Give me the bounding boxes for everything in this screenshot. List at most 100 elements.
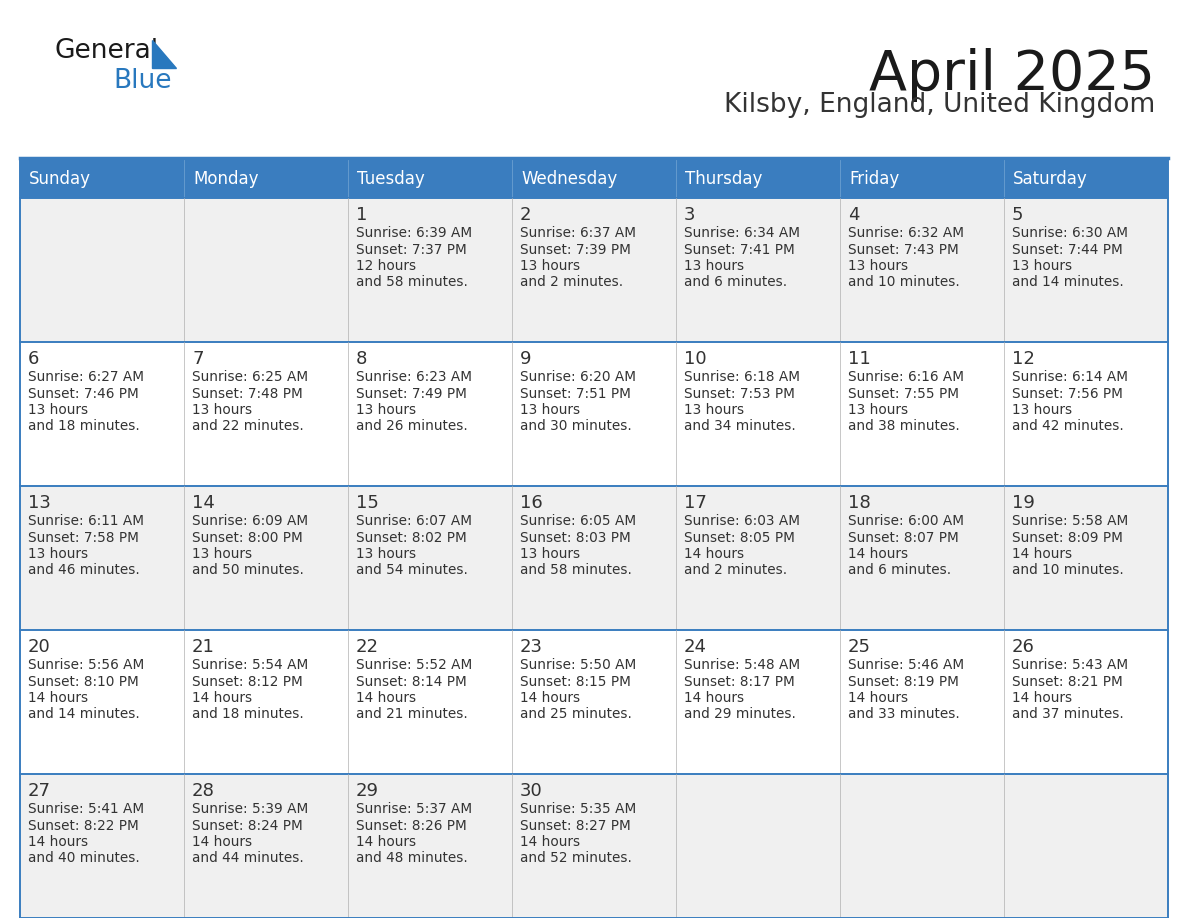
- Text: 6: 6: [29, 350, 39, 368]
- Text: Sunset: 8:15 PM: Sunset: 8:15 PM: [520, 675, 631, 688]
- Text: Sunrise: 5:58 AM: Sunrise: 5:58 AM: [1012, 514, 1129, 528]
- Text: 14 hours: 14 hours: [848, 547, 908, 561]
- Text: Sunrise: 5:56 AM: Sunrise: 5:56 AM: [29, 658, 144, 672]
- Text: 26: 26: [1012, 638, 1035, 656]
- Text: Sunrise: 6:00 AM: Sunrise: 6:00 AM: [848, 514, 963, 528]
- Bar: [20, 630, 1168, 774]
- Bar: [1004, 160, 1168, 198]
- Text: Sunrise: 6:37 AM: Sunrise: 6:37 AM: [520, 226, 636, 240]
- Text: and 58 minutes.: and 58 minutes.: [356, 275, 468, 289]
- Text: and 25 minutes.: and 25 minutes.: [520, 708, 632, 722]
- Text: Sunset: 8:02 PM: Sunset: 8:02 PM: [356, 531, 467, 544]
- Text: Sunrise: 5:48 AM: Sunrise: 5:48 AM: [684, 658, 801, 672]
- Text: Sunrise: 6:20 AM: Sunrise: 6:20 AM: [520, 370, 636, 384]
- Text: 15: 15: [356, 494, 379, 512]
- Text: Sunrise: 5:37 AM: Sunrise: 5:37 AM: [356, 802, 472, 816]
- Text: and 37 minutes.: and 37 minutes.: [1012, 708, 1124, 722]
- Text: 29: 29: [356, 782, 379, 800]
- Text: 12 hours: 12 hours: [356, 259, 416, 273]
- Text: and 2 minutes.: and 2 minutes.: [520, 275, 624, 289]
- Text: Sunset: 8:17 PM: Sunset: 8:17 PM: [684, 675, 795, 688]
- Text: 13 hours: 13 hours: [1012, 259, 1072, 273]
- Text: and 26 minutes.: and 26 minutes.: [356, 420, 468, 433]
- Text: Sunday: Sunday: [29, 170, 91, 188]
- Text: and 52 minutes.: and 52 minutes.: [520, 852, 632, 866]
- Text: 14 hours: 14 hours: [356, 835, 416, 849]
- Text: 27: 27: [29, 782, 51, 800]
- Text: Sunrise: 6:03 AM: Sunrise: 6:03 AM: [684, 514, 800, 528]
- Text: Sunset: 7:51 PM: Sunset: 7:51 PM: [520, 386, 631, 400]
- Text: 14 hours: 14 hours: [29, 835, 88, 849]
- Text: 14 hours: 14 hours: [1012, 691, 1072, 705]
- Text: and 48 minutes.: and 48 minutes.: [356, 852, 468, 866]
- Text: 30: 30: [520, 782, 543, 800]
- Text: and 6 minutes.: and 6 minutes.: [848, 564, 952, 577]
- Text: 3: 3: [684, 206, 695, 224]
- Text: and 10 minutes.: and 10 minutes.: [1012, 564, 1124, 577]
- Text: Thursday: Thursday: [685, 170, 763, 188]
- Text: 14 hours: 14 hours: [520, 835, 580, 849]
- Text: Sunset: 8:19 PM: Sunset: 8:19 PM: [848, 675, 959, 688]
- Text: Sunrise: 6:30 AM: Sunrise: 6:30 AM: [1012, 226, 1127, 240]
- Text: 13 hours: 13 hours: [356, 403, 416, 417]
- Text: 16: 16: [520, 494, 543, 512]
- Text: and 50 minutes.: and 50 minutes.: [192, 564, 304, 577]
- Text: Sunrise: 6:09 AM: Sunrise: 6:09 AM: [192, 514, 308, 528]
- Bar: [20, 198, 1168, 342]
- Text: Sunset: 8:12 PM: Sunset: 8:12 PM: [192, 675, 303, 688]
- Text: and 10 minutes.: and 10 minutes.: [848, 275, 960, 289]
- Text: 13 hours: 13 hours: [192, 403, 252, 417]
- Text: Sunset: 8:09 PM: Sunset: 8:09 PM: [1012, 531, 1123, 544]
- Text: Sunrise: 6:14 AM: Sunrise: 6:14 AM: [1012, 370, 1127, 384]
- Text: 13 hours: 13 hours: [848, 259, 908, 273]
- Text: 14 hours: 14 hours: [1012, 547, 1072, 561]
- Text: Sunset: 8:03 PM: Sunset: 8:03 PM: [520, 531, 631, 544]
- Text: and 46 minutes.: and 46 minutes.: [29, 564, 140, 577]
- Bar: [512, 160, 676, 198]
- Bar: [348, 160, 512, 198]
- Text: Sunrise: 5:35 AM: Sunrise: 5:35 AM: [520, 802, 637, 816]
- Text: and 58 minutes.: and 58 minutes.: [520, 564, 632, 577]
- Text: 5: 5: [1012, 206, 1024, 224]
- Text: Friday: Friday: [849, 170, 899, 188]
- Text: Sunset: 7:39 PM: Sunset: 7:39 PM: [520, 242, 631, 256]
- Text: 19: 19: [1012, 494, 1035, 512]
- Text: 10: 10: [684, 350, 707, 368]
- Text: Sunrise: 6:32 AM: Sunrise: 6:32 AM: [848, 226, 963, 240]
- Text: Sunset: 7:53 PM: Sunset: 7:53 PM: [684, 386, 795, 400]
- Text: Blue: Blue: [113, 68, 171, 94]
- Text: Sunset: 8:24 PM: Sunset: 8:24 PM: [192, 819, 303, 833]
- Text: 13 hours: 13 hours: [29, 403, 88, 417]
- Text: Sunset: 8:10 PM: Sunset: 8:10 PM: [29, 675, 139, 688]
- Text: Sunrise: 5:43 AM: Sunrise: 5:43 AM: [1012, 658, 1129, 672]
- Text: Sunset: 7:46 PM: Sunset: 7:46 PM: [29, 386, 139, 400]
- Text: 1: 1: [356, 206, 367, 224]
- Text: 13 hours: 13 hours: [520, 547, 580, 561]
- Text: Monday: Monday: [192, 170, 259, 188]
- Text: 2: 2: [520, 206, 531, 224]
- Text: 11: 11: [848, 350, 871, 368]
- Text: Sunset: 7:37 PM: Sunset: 7:37 PM: [356, 242, 467, 256]
- Text: 14 hours: 14 hours: [848, 691, 908, 705]
- Text: Sunrise: 6:25 AM: Sunrise: 6:25 AM: [192, 370, 308, 384]
- Text: and 33 minutes.: and 33 minutes.: [848, 708, 960, 722]
- Text: and 40 minutes.: and 40 minutes.: [29, 852, 140, 866]
- Text: 14 hours: 14 hours: [29, 691, 88, 705]
- Text: 13 hours: 13 hours: [520, 403, 580, 417]
- Text: Sunset: 8:22 PM: Sunset: 8:22 PM: [29, 819, 139, 833]
- Polygon shape: [152, 40, 176, 68]
- Text: 7: 7: [192, 350, 203, 368]
- Text: Sunset: 8:27 PM: Sunset: 8:27 PM: [520, 819, 631, 833]
- Text: Sunset: 8:00 PM: Sunset: 8:00 PM: [192, 531, 303, 544]
- Text: Sunrise: 5:50 AM: Sunrise: 5:50 AM: [520, 658, 637, 672]
- Text: 18: 18: [848, 494, 871, 512]
- Text: Sunset: 8:26 PM: Sunset: 8:26 PM: [356, 819, 467, 833]
- Text: 13 hours: 13 hours: [520, 259, 580, 273]
- Text: 14 hours: 14 hours: [356, 691, 416, 705]
- Text: Sunset: 7:41 PM: Sunset: 7:41 PM: [684, 242, 795, 256]
- Text: 28: 28: [192, 782, 215, 800]
- Text: and 2 minutes.: and 2 minutes.: [684, 564, 788, 577]
- Text: and 42 minutes.: and 42 minutes.: [1012, 420, 1124, 433]
- Text: and 34 minutes.: and 34 minutes.: [684, 420, 796, 433]
- Bar: [840, 160, 1004, 198]
